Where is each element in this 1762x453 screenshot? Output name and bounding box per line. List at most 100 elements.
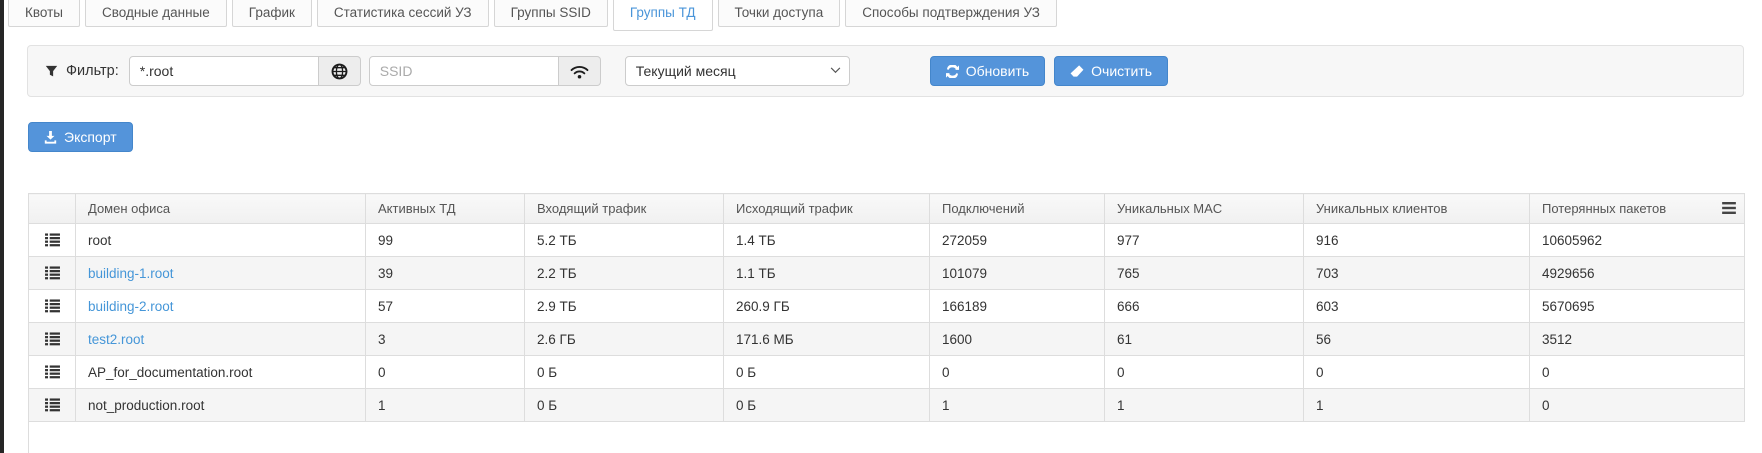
domain-scope-button[interactable] <box>318 56 361 86</box>
table-row: not_production.root 1 0 Б 0 Б 1 1 1 0 <box>28 388 1745 422</box>
cell-connections: 0 <box>929 355 1105 389</box>
tab-label: Группы ТД <box>629 5 696 20</box>
period-select[interactable]: Текущий месяц <box>624 56 850 86</box>
cell-outgoing-traffic: 1.1 ТБ <box>723 256 930 290</box>
tab-label: Способы подтверждения УЗ <box>862 5 1040 20</box>
tab-label: Статистика сессий УЗ <box>333 5 472 20</box>
filter-panel: Фильтр: Текущий месяц <box>27 45 1744 97</box>
ssid-scope-button[interactable] <box>558 56 601 86</box>
clear-button[interactable]: Очистить <box>1054 56 1169 86</box>
column-header[interactable]: Активных ТД <box>365 193 525 224</box>
cell-incoming-traffic: 2.6 ГБ <box>524 322 724 356</box>
cell-connections: 166189 <box>929 289 1105 323</box>
list-icon <box>44 298 60 312</box>
tab-6[interactable]: Группы ТД <box>612 0 713 31</box>
tab-1[interactable]: Квоты <box>8 0 80 27</box>
row-list-button[interactable] <box>41 263 64 284</box>
row-actions-cell <box>28 256 76 290</box>
domain-filter-input[interactable] <box>128 56 319 86</box>
domain-filter-group <box>128 56 361 86</box>
table-row: building-1.root 39 2.2 ТБ 1.1 ТБ 101079 … <box>28 256 1745 290</box>
column-header[interactable]: Входящий трафик <box>524 193 724 224</box>
table-row: root 99 5.2 ТБ 1.4 ТБ 272059 977 916 106… <box>28 223 1745 257</box>
cell-connections: 1600 <box>929 322 1105 356</box>
row-list-button[interactable] <box>41 329 64 350</box>
cell-connections: 101079 <box>929 256 1105 290</box>
tab-7[interactable]: Точки доступа <box>717 0 841 27</box>
wifi-icon <box>570 65 589 79</box>
refresh-icon <box>945 64 959 78</box>
row-list-button[interactable] <box>41 296 64 317</box>
tab-8[interactable]: Способы подтверждения УЗ <box>845 0 1057 27</box>
row-actions-cell <box>28 223 76 257</box>
row-list-button[interactable] <box>41 230 64 251</box>
cell-unique-mac: 0 <box>1104 355 1304 389</box>
cell-connections: 1 <box>929 388 1105 422</box>
cell-incoming-traffic: 0 Б <box>524 388 724 422</box>
refresh-button-label: Обновить <box>965 63 1030 79</box>
row-actions-cell <box>28 388 76 422</box>
cell-connections: 272059 <box>929 223 1105 257</box>
tab-label: График <box>248 5 295 20</box>
cell-active-aps: 57 <box>365 289 525 323</box>
row-list-button[interactable] <box>41 362 64 383</box>
funnel-icon <box>45 65 58 76</box>
cell-unique-mac: 765 <box>1104 256 1304 290</box>
cell-lost-packets: 0 <box>1529 388 1745 422</box>
table-columns-menu-button[interactable] <box>1722 202 1736 214</box>
refresh-button[interactable]: Обновить <box>929 56 1046 86</box>
column-header[interactable]: Уникальных клиентов <box>1303 193 1530 224</box>
table-empty-area <box>28 421 1745 453</box>
cell-lost-packets: 4929656 <box>1529 256 1745 290</box>
tab-5[interactable]: Группы SSID <box>493 0 608 27</box>
list-icon <box>44 331 60 345</box>
cell-lost-packets: 5670695 <box>1529 289 1745 323</box>
domain-link[interactable]: building-1.root <box>88 265 174 281</box>
filter-label-group: Фильтр: <box>45 63 119 79</box>
tab-label: Квоты <box>25 5 63 20</box>
domain-link: root <box>88 232 112 248</box>
row-list-button[interactable] <box>41 395 64 416</box>
column-header[interactable]: Домен офиса <box>75 193 366 224</box>
domain-link[interactable]: building-2.root <box>88 298 174 314</box>
cell-domain: test2.root <box>75 322 366 356</box>
tab-label: Точки доступа <box>734 5 824 20</box>
cell-outgoing-traffic: 0 Б <box>723 388 930 422</box>
tab-label: Группы SSID <box>510 5 591 20</box>
cell-unique-clients: 1 <box>1303 388 1530 422</box>
filter-label: Фильтр: <box>66 63 119 79</box>
domain-link[interactable]: test2.root <box>88 331 145 347</box>
menu-bars-icon <box>1722 202 1736 214</box>
domains-table-wrap: Домен офиса Активных ТД Входящий трафик Исх… <box>28 193 1745 422</box>
table-row: building-2.root 57 2.9 ТБ 260.9 ГБ 16618… <box>28 289 1745 323</box>
row-actions-cell <box>28 355 76 389</box>
column-header[interactable]: Потерянных пакетов <box>1529 193 1745 224</box>
cell-unique-clients: 703 <box>1303 256 1530 290</box>
cell-active-aps: 3 <box>365 322 525 356</box>
cell-lost-packets: 3512 <box>1529 322 1745 356</box>
cell-unique-mac: 666 <box>1104 289 1304 323</box>
export-button-label: Экспорт <box>64 129 117 145</box>
cell-domain: not_production.root <box>75 388 366 422</box>
collapsed-sidebar-strip <box>0 0 4 453</box>
cell-unique-clients: 0 <box>1303 355 1530 389</box>
cell-active-aps: 99 <box>365 223 525 257</box>
export-button[interactable]: Экспорт <box>28 122 133 152</box>
cell-outgoing-traffic: 1.4 ТБ <box>723 223 930 257</box>
column-header[interactable]: Подключений <box>929 193 1105 224</box>
table-row: test2.root 3 2.6 ГБ 171.6 МБ 1600 61 56 … <box>28 322 1745 356</box>
ssid-filter-group <box>368 56 601 86</box>
eraser-icon <box>1070 65 1084 77</box>
clear-button-label: Очистить <box>1091 63 1153 79</box>
column-header[interactable]: Исходящий трафик <box>723 193 930 224</box>
cell-domain: building-1.root <box>75 256 366 290</box>
cell-domain: building-2.root <box>75 289 366 323</box>
table-row: AP_for_documentation.root 0 0 Б 0 Б 0 0 … <box>28 355 1745 389</box>
tab-4[interactable]: Статистика сессий УЗ <box>316 0 489 27</box>
tab-2[interactable]: Сводные данные <box>84 0 227 27</box>
cell-unique-mac: 1 <box>1104 388 1304 422</box>
column-header[interactable]: Уникальных MAC <box>1104 193 1304 224</box>
table-body: root 99 5.2 ТБ 1.4 ТБ 272059 977 916 106… <box>28 223 1745 422</box>
ssid-filter-input[interactable] <box>368 56 559 86</box>
tab-3[interactable]: График <box>231 0 312 27</box>
